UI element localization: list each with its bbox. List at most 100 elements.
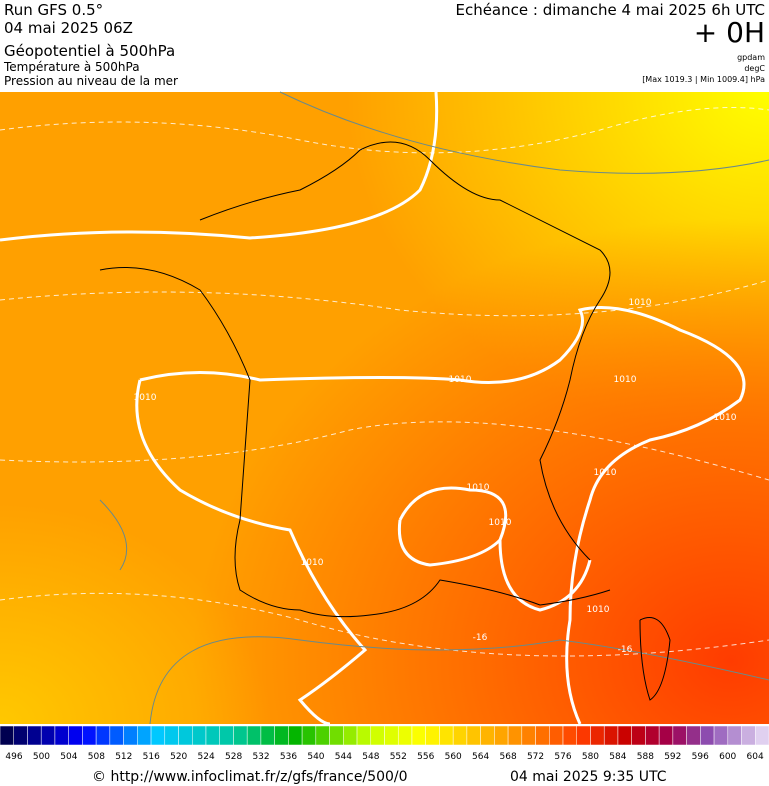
- colorbar-cell: [150, 725, 166, 746]
- coastline: [99, 141, 671, 701]
- colorbar-label: 504: [60, 752, 77, 762]
- colorbar-label: 556: [417, 752, 434, 762]
- colorbar-cell: [246, 725, 262, 746]
- colorbar-cell: [219, 725, 234, 746]
- colorbar-cell: [590, 725, 605, 746]
- field: Géopotentiel à 500hPa: [4, 42, 175, 60]
- run-date: 04 mai 2025 06Z: [4, 19, 133, 37]
- colorbar-cell: [329, 725, 344, 746]
- field: Pression au niveau de la mer: [4, 74, 178, 88]
- contour-label: -16: [618, 645, 633, 655]
- colorbar-label: 576: [554, 752, 571, 762]
- offset: + 0H: [694, 16, 765, 49]
- colorbar-cell: [439, 725, 454, 746]
- colorbar-cell: [713, 725, 729, 746]
- colorbar-cell: [288, 725, 303, 746]
- colorbar-cell: [13, 725, 28, 746]
- colorbar-cell: [425, 725, 440, 746]
- colorbar-cell: [260, 725, 275, 746]
- colorbar-label: 500: [33, 752, 50, 762]
- colorbar-cell: [466, 725, 481, 746]
- timestamp: 04 mai 2025 9:35 UTC: [510, 769, 667, 785]
- colorbar-cell: [631, 725, 646, 746]
- colorbar-cell: [205, 725, 220, 746]
- colorbar-cell: [356, 725, 372, 746]
- colorbar-label: 508: [88, 752, 105, 762]
- colorbar-label: 516: [143, 752, 160, 762]
- colorbar-label: 512: [115, 752, 132, 762]
- colorbar-cell: [672, 725, 687, 746]
- colorbar-cell: [343, 725, 358, 746]
- run: Run GFS 0.5°: [4, 1, 103, 19]
- colorbar-cell: [178, 725, 193, 746]
- unit: gpdam: [737, 53, 765, 62]
- map: 1010 1010 1010 1010 1010 1010 1010 1010 1010 1010…: [0, 91, 769, 726]
- colorbar-cell: [562, 725, 578, 746]
- colorbar-cell: [507, 725, 523, 746]
- isotherms: [0, 107, 769, 657]
- colorbar-label: 540: [307, 752, 324, 762]
- source-url: © http://www.infoclimat.fr/z/gfs/france/…: [92, 769, 408, 785]
- colorbar-label: 584: [609, 752, 626, 762]
- colorbar-label: 532: [252, 752, 269, 762]
- colorbar-cell: [494, 725, 509, 746]
- colorbar-label: 588: [637, 752, 654, 762]
- colorbar-cell: [123, 725, 138, 746]
- geopotential-lines: [99, 91, 769, 725]
- contour-label: 1010: [489, 518, 512, 528]
- colorbar-cell: [549, 725, 564, 746]
- echeance: Echéance : dimanche 4 mai 2025 6h UTC: [455, 1, 765, 19]
- footer: © http://www.infoclimat.fr/z/gfs/france/…: [92, 769, 667, 785]
- colorbar-cell: [370, 725, 385, 746]
- colorbar: 496 500 504 508 512 516 520 524 528 532 536 540 544 5…: [0, 725, 769, 762]
- colorbar-cell: [686, 725, 701, 746]
- unit: degC: [744, 64, 765, 73]
- colorbar-cell: [603, 725, 619, 746]
- colorbar-label: 568: [500, 752, 517, 762]
- colorbar-cell: [82, 725, 97, 746]
- map-shade: [0, 92, 769, 724]
- colorbar-label: 564: [472, 752, 489, 762]
- colorbar-cell: [384, 725, 399, 746]
- colorbar-label: 524: [198, 752, 215, 762]
- colorbar-label: 520: [170, 752, 187, 762]
- colorbar-cell: [397, 725, 413, 746]
- colorbar-cell: [40, 725, 56, 746]
- colorbar-label: 596: [692, 752, 709, 762]
- colorbar-cell: [535, 725, 550, 746]
- contour-label: 1010: [629, 298, 652, 308]
- colorbar-label: 552: [390, 752, 407, 762]
- colorbar-label: 600: [719, 752, 736, 762]
- colorbar-label: 592: [664, 752, 681, 762]
- contour-label: 1010: [594, 468, 617, 478]
- field: Température à 500hPa: [3, 60, 140, 74]
- colorbar-cell: [54, 725, 69, 746]
- colorbar-label: 580: [582, 752, 599, 762]
- colorbar-cell: [617, 725, 632, 746]
- colorbar-cell: [411, 725, 426, 746]
- colorbar-label: 536: [280, 752, 297, 762]
- colorbar-cell: [301, 725, 317, 746]
- colorbar-label: 560: [445, 752, 462, 762]
- colorbar-cell: [645, 725, 660, 746]
- contour-labels: 1010 1010 1010 1010 1010 1010 1010 1010 1010 1010…: [134, 298, 737, 655]
- colorbar-cell: [700, 725, 715, 746]
- contour-label: 1010: [714, 413, 737, 423]
- colorbar-label: 528: [225, 752, 242, 762]
- colorbar-cell: [68, 725, 83, 746]
- colorbar-cell: [315, 725, 330, 746]
- colorbar-cell: [192, 725, 207, 746]
- colorbar-cell: [452, 725, 468, 746]
- colorbar-cell: [95, 725, 111, 746]
- colorbar-cell: [480, 725, 495, 746]
- colorbar-label: 548: [362, 752, 379, 762]
- unit: [Max 1019.3 | Min 1009.4] hPa: [642, 75, 765, 84]
- contour-label: 1010: [467, 483, 490, 493]
- colorbar-cell: [164, 725, 179, 746]
- colorbar-cell: [233, 725, 248, 746]
- colorbar-label: 544: [335, 752, 352, 762]
- colorbar-label: 572: [527, 752, 544, 762]
- contour-label: 1010: [587, 605, 610, 615]
- colorbar-cell: [27, 725, 42, 746]
